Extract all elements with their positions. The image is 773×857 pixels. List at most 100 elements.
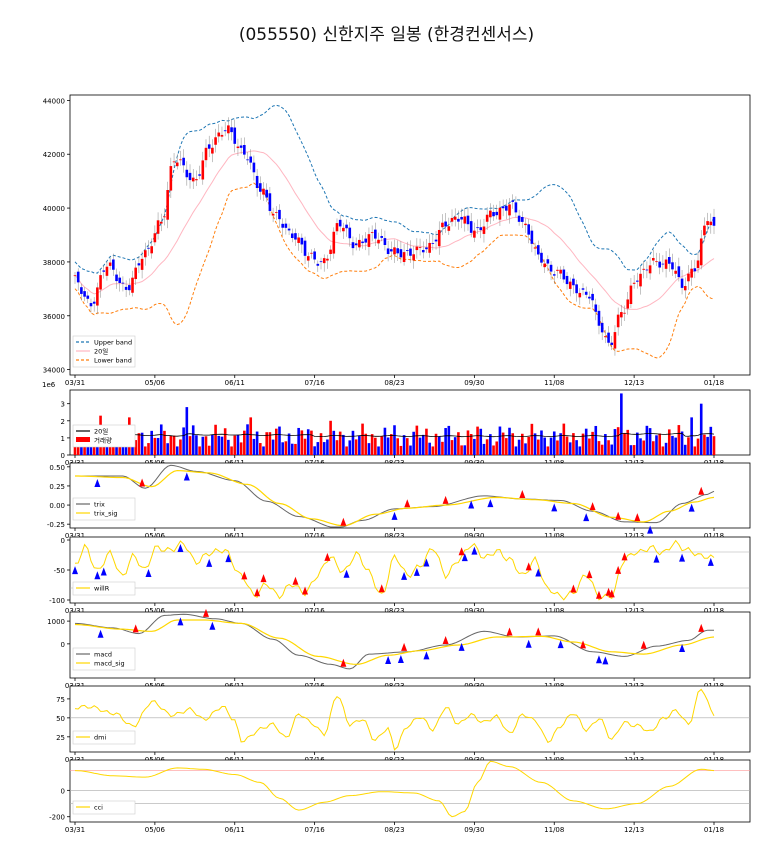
candle-body bbox=[153, 233, 157, 243]
x-tick-label: 09/30 bbox=[464, 532, 484, 540]
candle-body bbox=[182, 157, 185, 166]
volume-bar bbox=[156, 437, 160, 455]
candle-body bbox=[239, 145, 243, 148]
candle-body bbox=[265, 189, 268, 198]
y-tick-label: 0.50 bbox=[49, 464, 65, 472]
volume-bar bbox=[511, 433, 515, 455]
candle-body bbox=[613, 332, 617, 349]
volume-bar bbox=[239, 442, 243, 455]
x-tick-label: 07/16 bbox=[305, 379, 326, 387]
candle-body bbox=[677, 266, 681, 278]
candle-body bbox=[667, 257, 671, 264]
volume-bar bbox=[287, 433, 291, 455]
volume-bar bbox=[517, 439, 521, 455]
volume-bar bbox=[268, 432, 272, 455]
volume-bar bbox=[600, 444, 604, 455]
sell-marker bbox=[615, 511, 622, 520]
volume-bar bbox=[588, 438, 591, 455]
volume-bar bbox=[597, 441, 601, 455]
candle-body bbox=[332, 231, 336, 254]
candle-body bbox=[706, 221, 709, 226]
candle-body bbox=[485, 214, 489, 222]
y-tick-label: -200 bbox=[49, 814, 65, 822]
volume-bar bbox=[396, 438, 399, 455]
candle-body bbox=[345, 224, 348, 229]
candle-body bbox=[437, 229, 441, 247]
candle-body bbox=[450, 217, 454, 222]
sell-marker bbox=[525, 562, 532, 571]
x-tick-label: 05/06 bbox=[145, 379, 166, 387]
sell-marker bbox=[302, 586, 309, 595]
candle-body bbox=[498, 207, 502, 220]
buy-marker bbox=[385, 655, 392, 664]
candle-body bbox=[533, 247, 537, 249]
volume-bar bbox=[629, 445, 633, 455]
candle-body bbox=[629, 285, 633, 305]
candle-body bbox=[278, 209, 281, 220]
candle-body bbox=[527, 224, 530, 235]
legend-label: macd_sig bbox=[94, 660, 125, 668]
volume-bar bbox=[409, 445, 412, 455]
candle-body bbox=[207, 144, 211, 149]
candle-body bbox=[319, 261, 323, 263]
candle-body bbox=[230, 127, 233, 133]
x-tick-label: 12/13 bbox=[624, 826, 644, 834]
volume-bar bbox=[386, 437, 390, 455]
buy-marker bbox=[688, 503, 695, 512]
x-tick-label: 03/31 bbox=[65, 379, 85, 387]
volume-bar bbox=[412, 431, 415, 455]
candle-body bbox=[623, 312, 626, 314]
buy-marker bbox=[413, 567, 420, 576]
panel-volume: 0 1 2 3 03/31 05/06 06/11 07/16 08/23 09/30 11/08 1… bbox=[42, 381, 751, 467]
volume-bar bbox=[310, 430, 313, 455]
volume-bar bbox=[425, 428, 428, 455]
volume-bar bbox=[498, 426, 502, 455]
volume-bar bbox=[370, 434, 374, 455]
candle-body bbox=[274, 212, 278, 213]
candle-body bbox=[306, 256, 310, 261]
candle-body bbox=[220, 134, 224, 137]
volume-bar bbox=[284, 441, 288, 455]
volume-bar bbox=[460, 445, 463, 455]
candle-body bbox=[581, 288, 585, 290]
volume-bar bbox=[546, 446, 550, 455]
sell-marker bbox=[442, 636, 449, 644]
volume-bar bbox=[201, 436, 205, 455]
volume-bar bbox=[297, 427, 300, 455]
volume-bar bbox=[479, 428, 483, 455]
buy-marker bbox=[525, 639, 532, 648]
volume-bar bbox=[495, 441, 499, 455]
candle-body bbox=[693, 268, 697, 272]
candle-body bbox=[658, 261, 661, 268]
x-tick-label: 11/08 bbox=[544, 826, 564, 834]
candle-body bbox=[195, 179, 198, 181]
volume-bar bbox=[562, 423, 566, 455]
candle-body bbox=[80, 287, 83, 294]
volume-bar bbox=[469, 434, 473, 455]
candle-body bbox=[687, 273, 690, 282]
volume-bar bbox=[620, 393, 623, 455]
candle-body bbox=[651, 257, 655, 261]
x-tick-label: 03/31 bbox=[65, 532, 85, 540]
candle-body bbox=[386, 248, 390, 255]
volume-bar bbox=[636, 432, 639, 455]
volume-bar bbox=[303, 438, 307, 455]
candle-body bbox=[73, 275, 77, 277]
candle-body bbox=[600, 322, 604, 333]
buy-marker bbox=[647, 525, 654, 534]
candle-body bbox=[594, 304, 598, 312]
candle-body bbox=[453, 216, 457, 220]
candle-body bbox=[562, 269, 566, 280]
buy-marker bbox=[100, 567, 107, 576]
candle-body bbox=[540, 252, 543, 263]
candle-body bbox=[447, 226, 451, 231]
volume-bar bbox=[664, 442, 668, 455]
volume-bar bbox=[137, 433, 141, 455]
sell-marker bbox=[608, 589, 615, 598]
volume-bar bbox=[581, 433, 585, 455]
candle-body bbox=[616, 314, 620, 328]
volume-bar bbox=[262, 446, 265, 455]
sell-marker bbox=[139, 478, 146, 487]
sell-marker bbox=[378, 584, 385, 593]
volume-bar bbox=[169, 435, 173, 455]
